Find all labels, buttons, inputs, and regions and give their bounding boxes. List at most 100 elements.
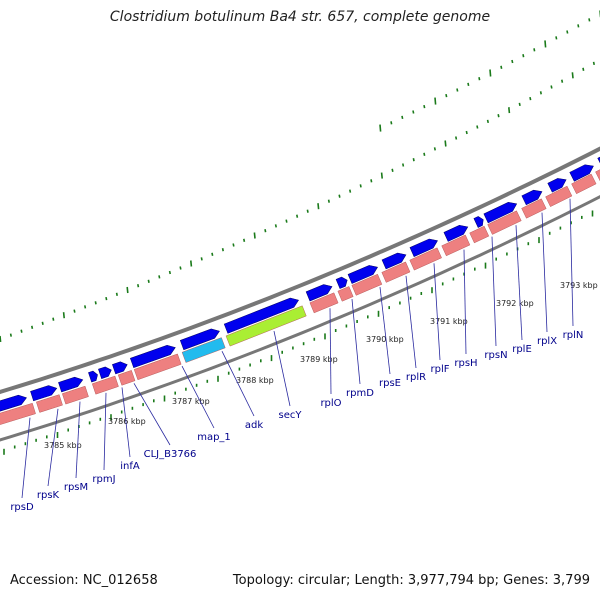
gc-tick — [561, 79, 564, 83]
forward-gene-arrow — [569, 164, 594, 182]
forward-gene-arrow — [409, 238, 438, 257]
gc-tick — [444, 140, 447, 147]
gc-tick — [370, 179, 373, 183]
forward-gene-arrow — [0, 394, 27, 413]
gc-tick — [433, 147, 436, 151]
gc-tick — [168, 270, 171, 275]
inner-backbone-line — [0, 195, 600, 442]
gene-label: rpmJ — [92, 474, 115, 485]
gene-label: rplR — [406, 372, 426, 383]
forward-gene-arrow — [30, 385, 58, 402]
gc-tick — [500, 65, 503, 69]
gc-tick — [158, 275, 161, 279]
gc-tick — [577, 24, 580, 28]
gene-label: rpsK — [37, 490, 60, 501]
reverse-gene-bar — [337, 286, 354, 302]
gene-label: adk — [245, 420, 263, 431]
kbp-label: 3787 kbp — [172, 397, 210, 406]
forward-gene-arrow — [223, 297, 299, 334]
gene-label: secY — [279, 410, 303, 421]
gc-tick — [544, 40, 547, 48]
kbp-label: 3791 kbp — [430, 317, 468, 326]
gc-tick — [508, 107, 511, 114]
kbp-label: 3789 kbp — [300, 355, 338, 364]
gene-label: rpsD — [10, 502, 34, 513]
kbp-label: 3788 kbp — [236, 376, 274, 385]
kbp-label: 3786 kbp — [108, 417, 146, 426]
reverse-gene-bar — [36, 394, 63, 413]
genome-summary-text: Topology: circular; Length: 3,977,794 bp… — [232, 573, 590, 588]
reverse-gene-bar — [117, 370, 136, 386]
gc-tick — [285, 219, 288, 223]
gc-tick — [137, 284, 140, 288]
gc-tick — [274, 224, 277, 228]
gc-tick — [9, 333, 12, 337]
gene-label: rpsE — [379, 378, 401, 389]
gc-tick — [243, 238, 246, 242]
gc-tick — [497, 114, 500, 118]
gc-tick — [412, 158, 415, 162]
gc-tick — [349, 189, 352, 193]
gene-leader-line — [47, 408, 59, 487]
gc-tick — [522, 54, 525, 58]
gc-tick — [518, 102, 521, 107]
gc-tick — [105, 296, 108, 301]
kbp-axis-labels: 3785 kbp 3786 kbp 3787 kbp 3788 kbp 3789 kbp… — [44, 281, 598, 450]
forward-gene-arrow — [473, 216, 484, 228]
gc-tick — [317, 203, 320, 210]
gene-leader-line — [491, 236, 497, 347]
gc-tick — [456, 88, 459, 92]
gc-tick — [390, 121, 393, 125]
gc-tick — [476, 125, 479, 129]
gc-tick — [41, 321, 44, 325]
gene-leader-line — [541, 212, 548, 333]
gc-tick — [511, 59, 514, 64]
gc-tick — [232, 243, 235, 247]
gene-leader-line — [75, 401, 81, 479]
gc-tick — [582, 67, 585, 71]
reverse-gene-bar — [595, 165, 600, 182]
gc-tick — [533, 48, 536, 52]
gene-leader-line — [515, 225, 523, 341]
gc-tick — [423, 152, 426, 156]
gene-leader-line — [273, 331, 291, 407]
reverse-gene-bar — [225, 305, 307, 347]
gc-tick — [20, 329, 23, 333]
gene-label: rplX — [537, 336, 557, 347]
forward-gene-arrow — [305, 284, 333, 302]
kbp-label: 3792 kbp — [496, 299, 534, 308]
gc-tick — [379, 124, 382, 132]
gc-tick — [126, 286, 129, 294]
forward-gene-arrow — [130, 344, 176, 369]
gene-leader-line — [21, 417, 31, 499]
gene-leader-line — [181, 365, 215, 429]
reverse-gene-bar — [487, 210, 522, 235]
gene-label: rpsH — [454, 358, 477, 369]
gc-tick — [434, 97, 437, 105]
reverse-gene-bar — [133, 353, 182, 381]
reverse-gene-bar — [181, 337, 226, 363]
gc-tick — [221, 248, 224, 252]
gene-leader-line — [329, 308, 332, 395]
gc-tick — [391, 168, 394, 172]
gc-tick — [179, 266, 182, 270]
reverse-gene-bar — [309, 292, 339, 314]
gc-tick — [190, 260, 193, 267]
forward-gene-arrow — [443, 225, 469, 242]
gc-tick — [31, 325, 34, 329]
forward-gene-arrow — [335, 276, 348, 289]
gc-tick — [423, 104, 426, 109]
gc-tick — [359, 184, 362, 188]
gene-label: rplF — [431, 364, 450, 375]
gc-tick — [253, 232, 256, 239]
forward-gene-arrow — [347, 265, 378, 284]
map-title: Clostridium botulinum Ba4 str. 657, comp… — [109, 9, 491, 25]
reverse-gene-bar — [469, 225, 490, 244]
forward-gene-arrow — [521, 189, 543, 206]
gc-tick — [338, 194, 341, 198]
forward-gene-arrow — [112, 361, 128, 375]
gene-leader-line — [463, 249, 467, 355]
forward-gene-arrow — [483, 202, 518, 224]
